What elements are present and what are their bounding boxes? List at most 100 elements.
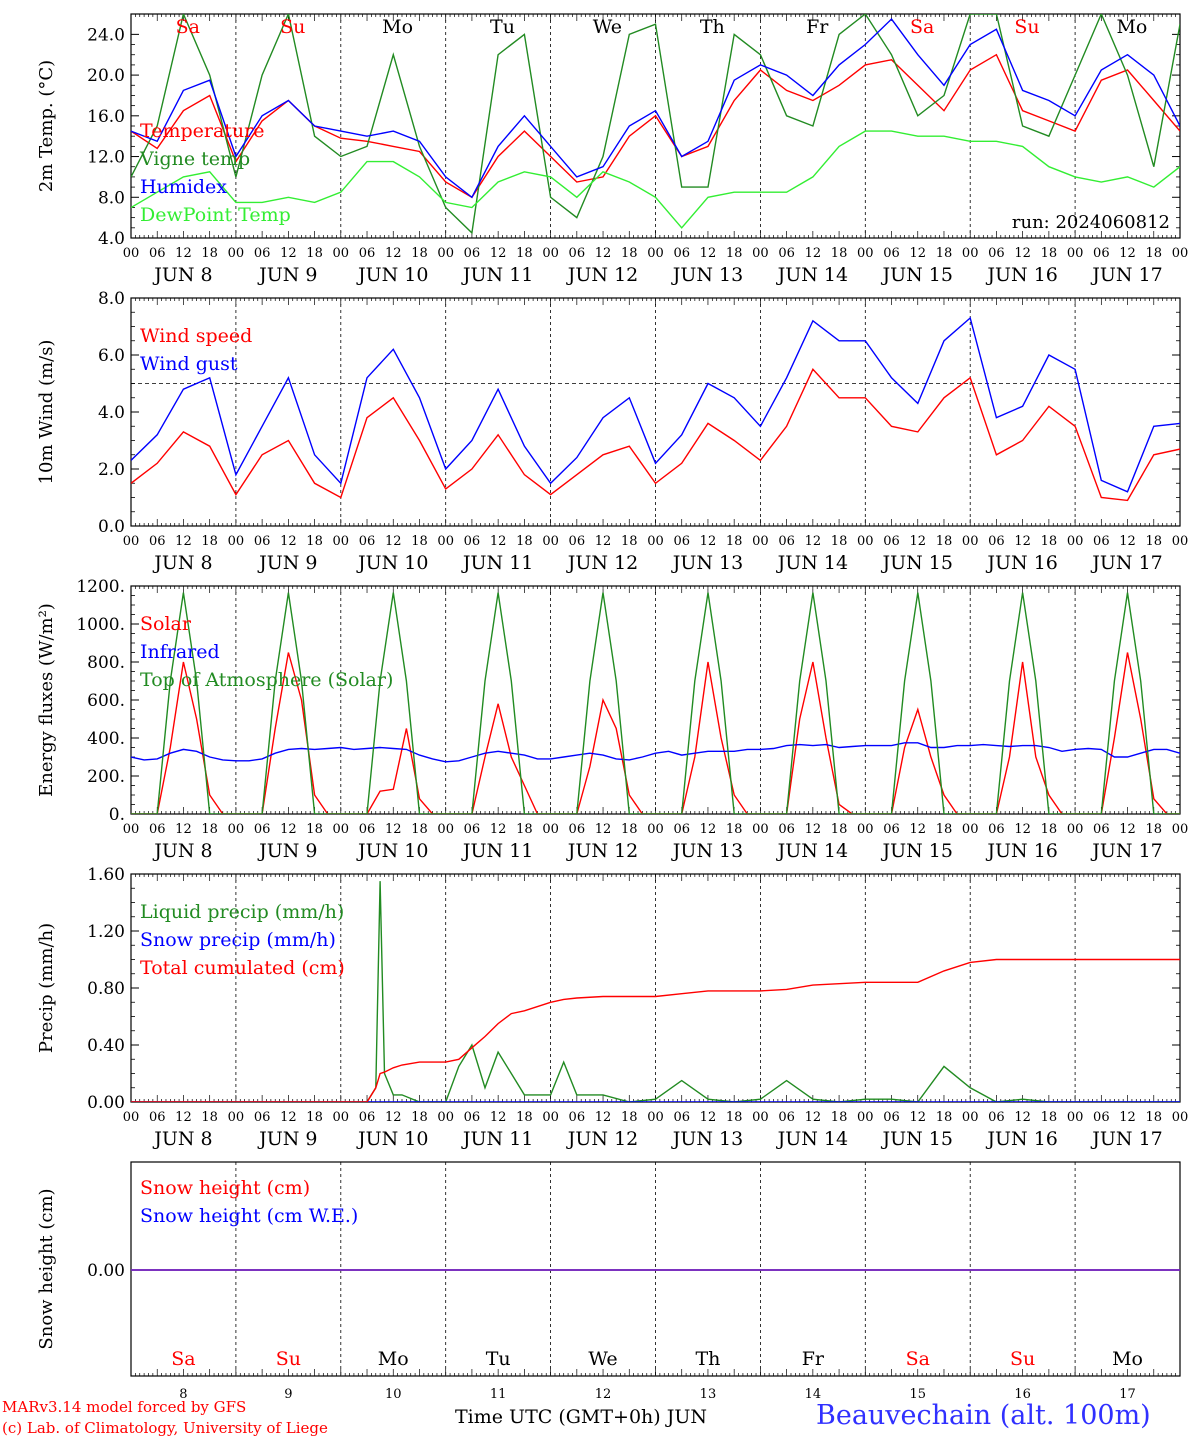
y-tick-label: 20.0 bbox=[87, 66, 125, 86]
y-tick-label: 4.0 bbox=[98, 229, 125, 249]
day-number: 8 bbox=[179, 1387, 187, 1400]
date-label: JUN 8 bbox=[152, 1128, 212, 1150]
y-axis-label: Precip (mm/h) bbox=[36, 923, 57, 1053]
y-tick-label: 0. bbox=[109, 805, 125, 825]
hour-label: 18 bbox=[621, 822, 638, 837]
date-label: JUN 17 bbox=[1090, 1128, 1162, 1150]
date-label: JUN 11 bbox=[461, 552, 533, 574]
hour-label: 00 bbox=[752, 534, 769, 549]
hour-label: 12 bbox=[1119, 534, 1136, 549]
y-tick-label: 8.0 bbox=[98, 188, 125, 208]
hour-label: 12 bbox=[595, 534, 612, 549]
date-label: JUN 12 bbox=[566, 840, 638, 862]
y-tick-label: 1.60 bbox=[87, 865, 125, 885]
hour-label: 00 bbox=[333, 1110, 350, 1125]
date-label: JUN 11 bbox=[461, 1128, 533, 1150]
y-tick-label: 400. bbox=[87, 729, 125, 749]
legend-entry: Infrared bbox=[140, 641, 220, 663]
date-label: JUN 10 bbox=[356, 552, 428, 574]
weekday-label: Th bbox=[695, 1348, 720, 1370]
hour-label: 00 bbox=[542, 1110, 559, 1125]
hour-label: 00 bbox=[962, 1110, 979, 1125]
hour-label: 18 bbox=[411, 1110, 428, 1125]
hour-label: 12 bbox=[175, 246, 192, 261]
hour-label: 00 bbox=[857, 822, 874, 837]
hour-label: 06 bbox=[359, 822, 376, 837]
hour-label: 00 bbox=[647, 534, 664, 549]
weekday-label: Su bbox=[1010, 1348, 1035, 1370]
hour-label: 06 bbox=[1093, 1110, 1110, 1125]
hour-label: 18 bbox=[306, 1110, 323, 1125]
hour-label: 12 bbox=[700, 534, 717, 549]
hour-label: 12 bbox=[490, 246, 507, 261]
hour-label: 00 bbox=[123, 246, 140, 261]
legend-entry: Vigne temp bbox=[139, 148, 250, 170]
hour-label: 06 bbox=[673, 822, 690, 837]
y-tick-label: 0.00 bbox=[87, 1093, 125, 1113]
date-label: JUN 13 bbox=[671, 1128, 743, 1150]
legend-entry: Liquid precip (mm/h) bbox=[140, 901, 344, 923]
hour-label: 00 bbox=[228, 246, 245, 261]
series-line bbox=[131, 958, 1180, 1102]
hour-label: 18 bbox=[726, 534, 743, 549]
hour-label: 06 bbox=[673, 1110, 690, 1125]
y-axis-label: 2m Temp. (°C) bbox=[36, 60, 57, 192]
hour-label: 06 bbox=[569, 246, 586, 261]
hour-label: 06 bbox=[778, 534, 795, 549]
hour-label: 18 bbox=[516, 246, 533, 261]
y-tick-label: 800. bbox=[87, 653, 125, 673]
y-axis-label: Snow height (cm) bbox=[36, 1188, 57, 1349]
legend-entry: Top of Atmosphere (Solar) bbox=[140, 669, 393, 691]
hour-label: 12 bbox=[1014, 246, 1031, 261]
hour-label: 18 bbox=[201, 822, 218, 837]
hour-label: 00 bbox=[647, 246, 664, 261]
hour-label: 18 bbox=[831, 822, 848, 837]
hour-label: 06 bbox=[359, 1110, 376, 1125]
hour-label: 18 bbox=[831, 246, 848, 261]
weekday-label: Fr bbox=[802, 1348, 825, 1370]
date-label: JUN 13 bbox=[671, 552, 743, 574]
hour-label: 18 bbox=[621, 534, 638, 549]
hour-label: 06 bbox=[254, 246, 271, 261]
y-tick-label: 24.0 bbox=[87, 25, 125, 45]
hour-label: 06 bbox=[254, 534, 271, 549]
hour-label: 18 bbox=[621, 246, 638, 261]
hour-label: 06 bbox=[673, 534, 690, 549]
hour-label: 18 bbox=[201, 246, 218, 261]
hour-label: 06 bbox=[569, 1110, 586, 1125]
legend-entry: DewPoint Temp bbox=[140, 204, 291, 226]
date-label: JUN 8 bbox=[152, 264, 212, 286]
legend-entry: Wind gust bbox=[140, 353, 238, 375]
hour-label: 00 bbox=[437, 1110, 454, 1125]
hour-label: 18 bbox=[1146, 1110, 1163, 1125]
y-tick-label: 600. bbox=[87, 691, 125, 711]
hour-label: 06 bbox=[1093, 822, 1110, 837]
hour-label: 12 bbox=[595, 246, 612, 261]
hour-label: 00 bbox=[1067, 822, 1084, 837]
hour-label: 12 bbox=[490, 1110, 507, 1125]
hour-label: 00 bbox=[1172, 534, 1189, 549]
hour-label: 18 bbox=[411, 246, 428, 261]
date-label: JUN 12 bbox=[566, 1128, 638, 1150]
date-label: JUN 11 bbox=[461, 840, 533, 862]
hour-label: 00 bbox=[123, 534, 140, 549]
hour-label: 00 bbox=[752, 1110, 769, 1125]
hour-label: 12 bbox=[385, 1110, 402, 1125]
date-label: JUN 11 bbox=[461, 264, 533, 286]
hour-label: 18 bbox=[306, 534, 323, 549]
date-label: JUN 14 bbox=[776, 552, 848, 574]
weekday-label: Tu bbox=[490, 16, 515, 38]
weekday-label: Sa bbox=[176, 16, 200, 38]
date-label: JUN 10 bbox=[356, 840, 428, 862]
series-line bbox=[131, 881, 1180, 1102]
series-line bbox=[131, 18, 1180, 199]
hour-label: 18 bbox=[1041, 534, 1058, 549]
hour-label: 12 bbox=[385, 822, 402, 837]
hour-label: 00 bbox=[542, 822, 559, 837]
hour-label: 12 bbox=[805, 1110, 822, 1125]
weekday-label: Sa bbox=[171, 1348, 195, 1370]
hour-label: 12 bbox=[175, 1110, 192, 1125]
hour-label: 06 bbox=[778, 1110, 795, 1125]
time-axis-title: Time UTC (GMT+0h) JUN bbox=[455, 1406, 707, 1428]
date-label: JUN 10 bbox=[356, 1128, 428, 1150]
